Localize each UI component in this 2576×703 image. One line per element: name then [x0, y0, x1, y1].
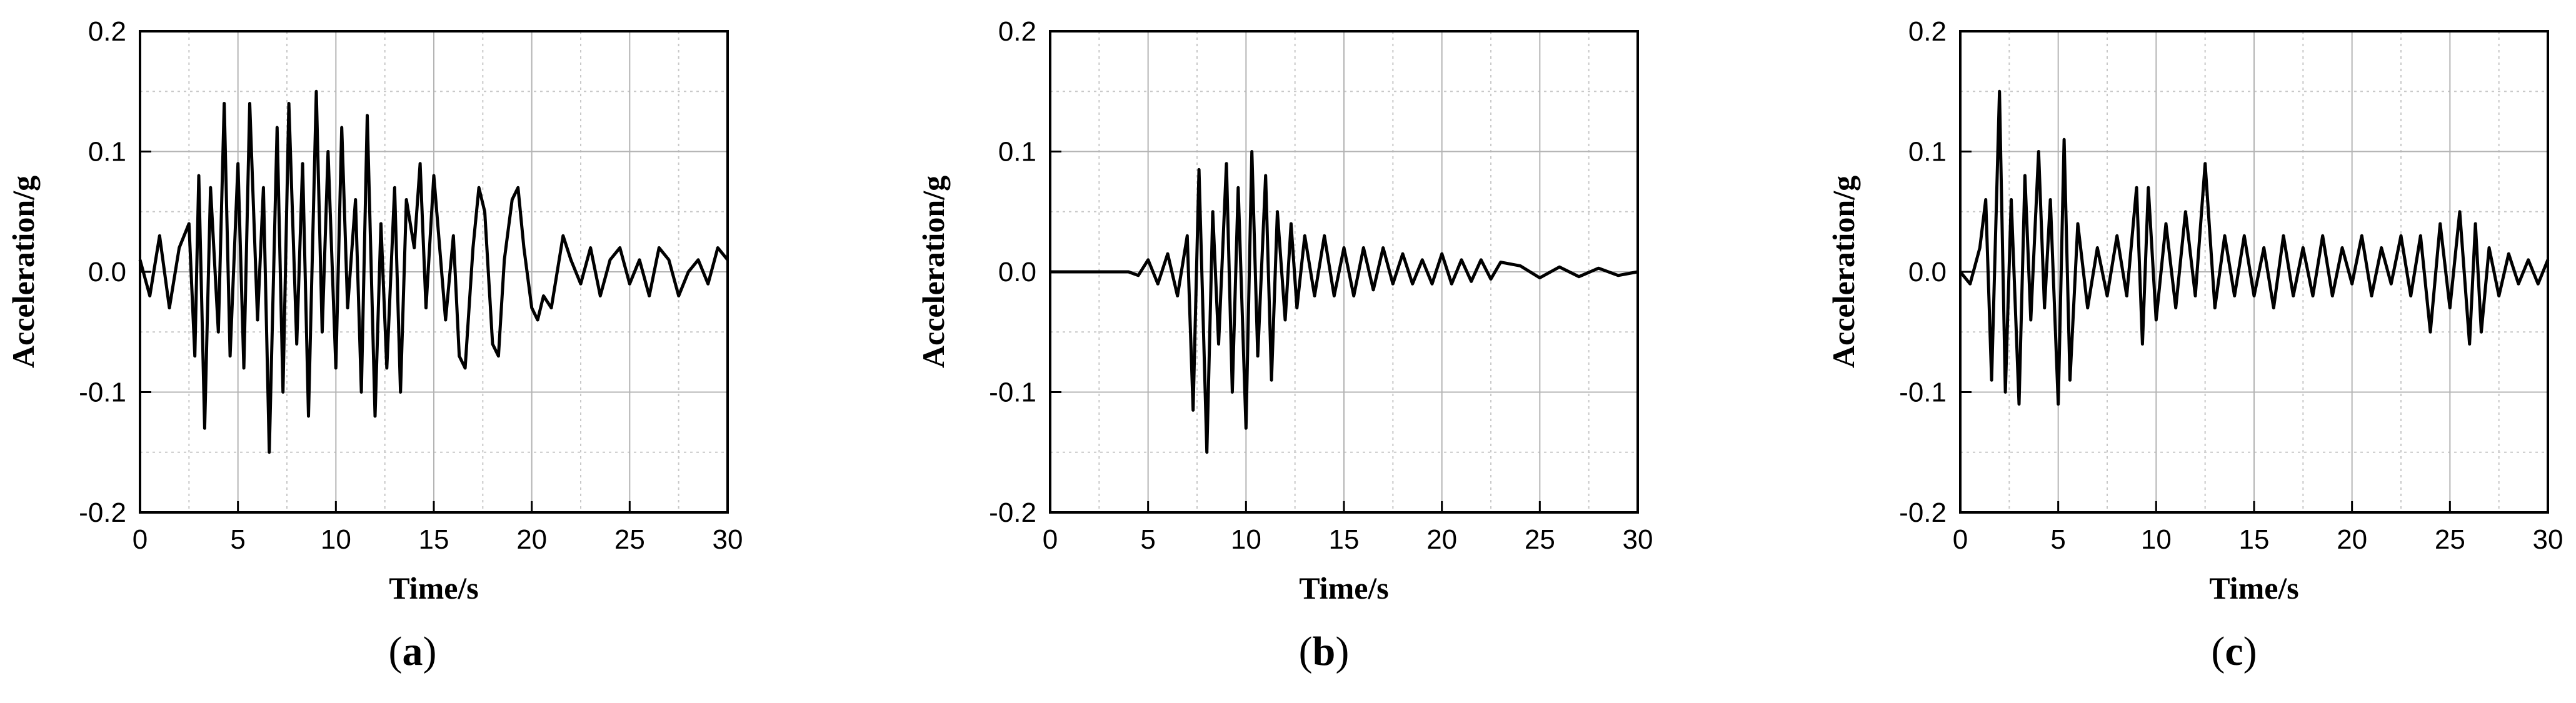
x-tick-label: 10 — [321, 524, 351, 555]
chart-panel-a: 0 5 10 15 20 25 30 0.2 0.1 0.0 -0.1 -0.2 Time/s Accel… — [6, 16, 743, 606]
y-tick-label: -0.2 — [989, 497, 1036, 528]
x-tick-label: 30 — [713, 524, 743, 555]
y-tick-label: 0.1 — [88, 137, 126, 167]
panel-caption-b: (b) — [1298, 629, 1350, 674]
y-tick-label: -0.1 — [1899, 377, 1947, 408]
x-tick-label: 25 — [614, 524, 645, 555]
x-tick-label: 0 — [133, 524, 148, 555]
x-tick-label: 20 — [2337, 524, 2367, 555]
x-axis-title-a: Time/s — [389, 571, 479, 606]
series-line-b — [1050, 150, 1638, 454]
y-tick-label: -0.2 — [1899, 497, 1947, 528]
panel-caption-a-letter: a — [402, 629, 423, 674]
x-tick-label: 5 — [230, 524, 245, 555]
x-axis-title-c: Time/s — [2209, 571, 2299, 606]
y-tick-label: 0.0 — [88, 257, 126, 287]
panel-caption-a: (a) — [388, 629, 437, 674]
x-tick-label: 15 — [419, 524, 449, 555]
x-tick-label: 15 — [1329, 524, 1360, 555]
x-tick-label: 0 — [1953, 524, 1968, 555]
x-tick-label: 20 — [1426, 524, 1457, 555]
y-tick-label: -0.1 — [989, 377, 1036, 408]
y-axis-title-a: Acceleration/g — [6, 176, 41, 368]
x-tick-label: 25 — [1525, 524, 1555, 555]
y-axis-title-b: Acceleration/g — [916, 176, 951, 368]
x-tick-label: 0 — [1043, 524, 1058, 555]
x-axis-title-b: Time/s — [1299, 571, 1389, 606]
y-tick-label: 0.0 — [998, 257, 1036, 287]
x-tick-label: 30 — [2533, 524, 2563, 555]
y-tick-label: 0.2 — [998, 16, 1036, 47]
x-tick-label: 15 — [2239, 524, 2270, 555]
x-tick-label: 5 — [2050, 524, 2065, 555]
series-line-c — [1959, 89, 2550, 406]
x-tick-label: 5 — [1140, 524, 1155, 555]
y-axis-title-c: Acceleration/g — [1826, 176, 1861, 368]
chart-panel-b: 0 5 10 15 20 25 30 0.2 0.1 0.0 -0.1 -0.2 Time/s Accel… — [916, 16, 1653, 606]
x-tick-label: 10 — [1231, 524, 1261, 555]
x-tick-label: 10 — [2141, 524, 2172, 555]
y-tick-label: 0.2 — [1908, 16, 1947, 47]
panel-caption-b-letter: b — [1312, 629, 1336, 674]
y-tick-label: 0.2 — [88, 16, 126, 47]
x-tick-label: 30 — [1623, 524, 1653, 555]
chart-panel-c: 0 5 10 15 20 25 30 0.2 0.1 0.0 -0.1 -0.2 Time/s Accel… — [1826, 16, 2563, 606]
y-tick-label: -0.1 — [79, 377, 126, 408]
y-tick-label: 0.0 — [1908, 257, 1947, 287]
y-tick-label: -0.2 — [79, 497, 126, 528]
x-tick-label: 25 — [2435, 524, 2465, 555]
series-line-a — [138, 89, 729, 454]
x-tick-label: 20 — [516, 524, 547, 555]
y-tick-label: 0.1 — [998, 137, 1036, 167]
panel-caption-c-letter: c — [2225, 629, 2243, 674]
panel-caption-c: (c) — [2211, 629, 2257, 674]
y-tick-label: 0.1 — [1908, 137, 1947, 167]
